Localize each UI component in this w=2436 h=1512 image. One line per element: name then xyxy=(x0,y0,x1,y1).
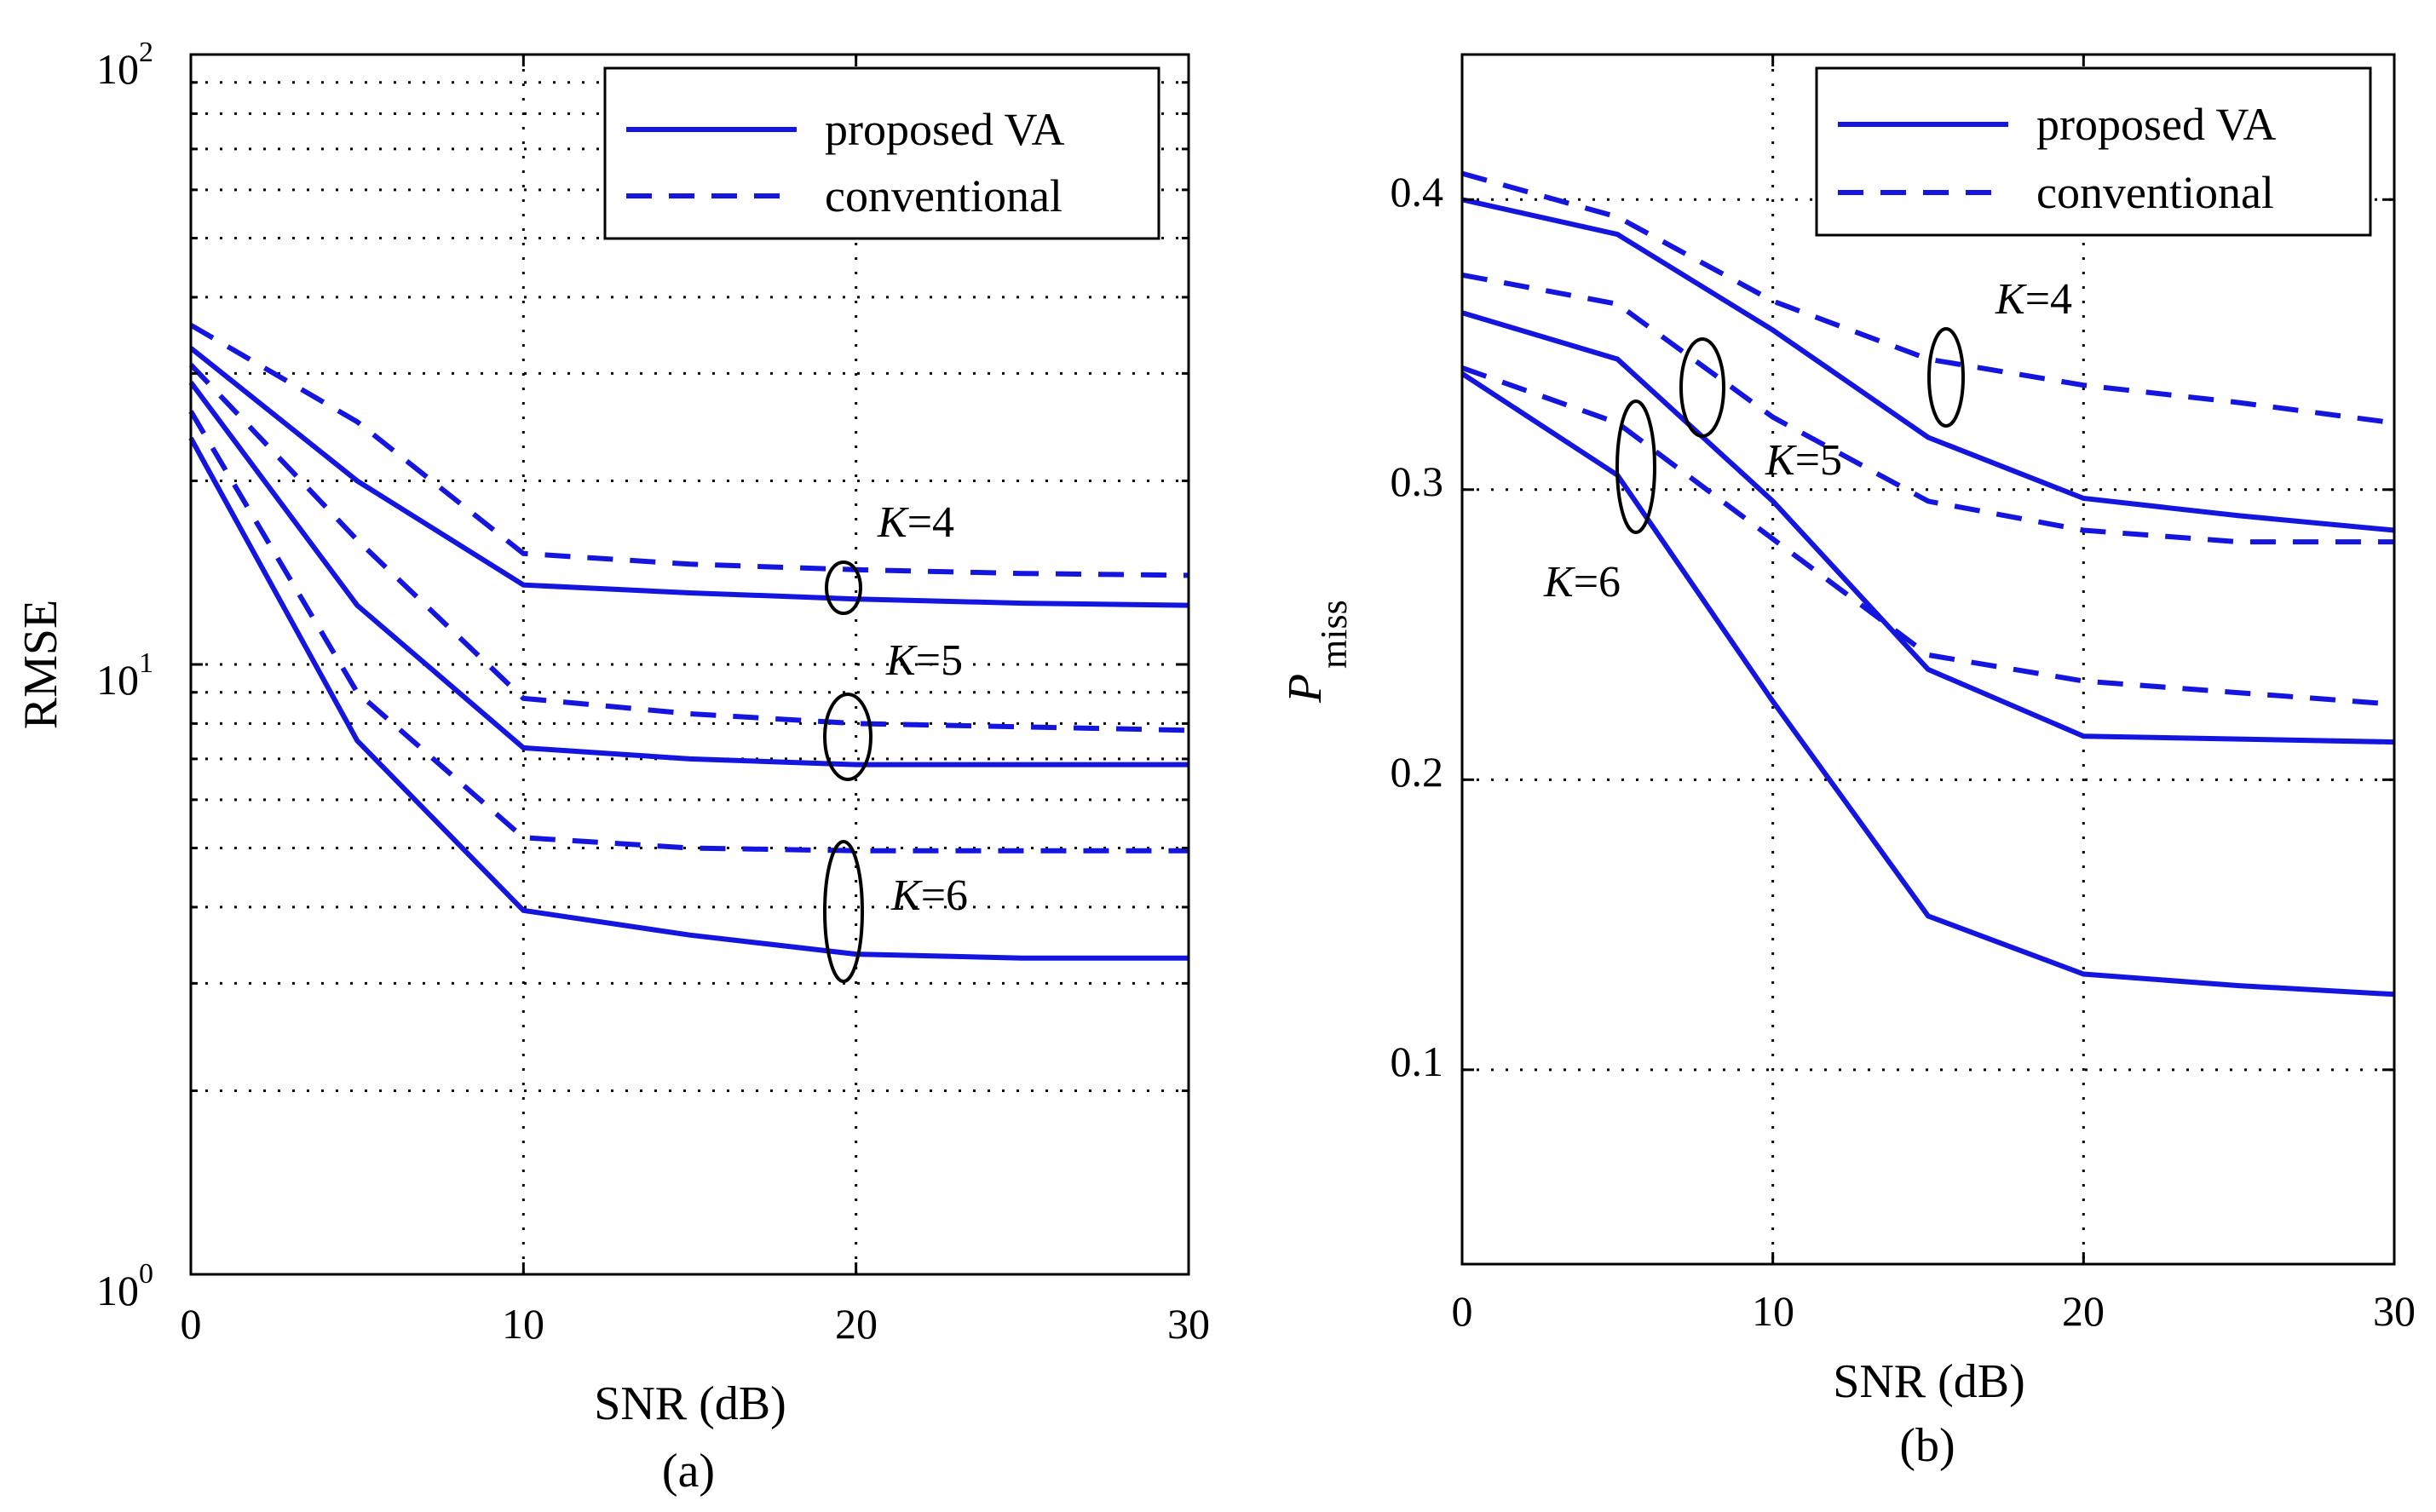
panel-b-caption: (b) xyxy=(1899,1419,1955,1472)
panel-a-annotation-value: =5 xyxy=(916,636,963,685)
panel-a-series-line-1 xyxy=(189,346,1189,608)
panel-b-y-tick-label: 0.3 xyxy=(1391,457,1444,505)
panel-b-x-tick-label: 0 xyxy=(1452,1287,1473,1335)
panel-b-tick-marks xyxy=(1460,55,2396,1264)
panel-b-annotation-value: =6 xyxy=(1574,558,1621,607)
panel-a-series-line-6 xyxy=(188,410,1189,854)
panel-a-annotation-k: K xyxy=(877,498,909,547)
panel-b-group-ellipse-k6 xyxy=(1615,400,1656,534)
panel-b-annotation-value: =4 xyxy=(2025,275,2072,324)
panel-a-y-tick-exponent: 0 xyxy=(139,1258,153,1290)
panel-a-y-axis-label: RMSE xyxy=(14,600,67,730)
panel-a-y-tick-base: 10 xyxy=(96,1267,139,1314)
panel-a-y-tick-label: 101 xyxy=(96,647,153,704)
panel-b-annotation-k6: K=6 xyxy=(1543,558,1621,607)
panel-b-annotation-k: K xyxy=(1995,275,2027,324)
panel-b-y-tick-label: 0.4 xyxy=(1391,168,1444,216)
panel-a-legend-box xyxy=(603,66,1160,240)
panel-a-y-tick-base: 10 xyxy=(96,656,139,704)
panel-a-legend-label-proposed: proposed VA xyxy=(825,104,1065,155)
panel-a-tick-marks xyxy=(189,53,1190,1276)
panel-b-x-tick-label: 20 xyxy=(2062,1287,2105,1335)
panel-b-y-tick-label: 0.1 xyxy=(1391,1038,1444,1085)
panel-b-legend-label-proposed: proposed VA xyxy=(2036,99,2277,150)
panel-a-y-tick-exponent: 1 xyxy=(139,647,153,679)
panel-a-grid xyxy=(191,55,1189,1274)
panel-a-x-axis-label: SNR (dB) xyxy=(594,1377,786,1430)
panel-a-x-tick-label: 0 xyxy=(181,1300,202,1348)
panel-b-annotation-k4: K=4 xyxy=(1995,275,2072,324)
panel-a-x-tick-label: 10 xyxy=(502,1300,544,1348)
panel-b-legend: proposed VA conventional xyxy=(1815,66,2372,237)
panel-b-legend-box xyxy=(1815,66,2372,237)
panel-a-y-tick-exponent: 2 xyxy=(139,37,153,68)
panel-a-x-tick-label: 30 xyxy=(1167,1300,1210,1348)
panel-b-series-line-3 xyxy=(1461,310,2395,745)
panel-a-group-ellipse-k5 xyxy=(823,693,872,781)
panel-b-y-axis-label: P miss xyxy=(1279,600,1355,704)
panel-a-y-tick-label: 102 xyxy=(96,37,153,93)
panel-b-x-tick-label: 30 xyxy=(2373,1287,2416,1335)
panel-b-group-ellipse-k5 xyxy=(1679,337,1725,438)
panel-b-x-axis-label: SNR (dB) xyxy=(1833,1355,2025,1408)
panel-a-series xyxy=(188,323,1189,961)
panel-b-plot-frame xyxy=(1460,53,2396,1266)
panel-a-legend-label-conventional: conventional xyxy=(825,170,1063,221)
panel-b-series-line-2 xyxy=(1461,170,2395,426)
panel-a: 0 10 20 30 100 101 102 SNR (dB) (a) RMSE… xyxy=(14,37,1210,1498)
panel-b-annotation-k: K xyxy=(1765,436,1797,485)
panel-a-annotation-k5: K=5 xyxy=(885,636,963,685)
panel-a-group-ellipse-k6 xyxy=(823,840,864,983)
panel-a-caption: (a) xyxy=(662,1445,715,1498)
panel-b-y-tick-label: 0.2 xyxy=(1391,748,1444,796)
panel-a-annotation-k: K xyxy=(890,871,923,920)
panel-a-y-tick-label: 100 xyxy=(96,1258,153,1314)
panel-a-y-tick-base: 10 xyxy=(96,45,139,93)
panel-b-group-ellipse-k4 xyxy=(1927,327,1965,428)
panel-a-group-ellipse-k4 xyxy=(825,561,862,615)
panel-b-legend-label-conventional: conventional xyxy=(2036,167,2274,218)
panel-a-x-tick-label: 20 xyxy=(835,1300,878,1348)
panel-a-annotation-value: =6 xyxy=(921,871,968,920)
panel-b: 0 10 20 30 0.1 0.2 0.3 0.4 SNR (dB) (b) … xyxy=(1279,53,2416,1472)
panel-b-series-line-1 xyxy=(1461,197,2395,533)
panel-a-series-line-3 xyxy=(188,381,1189,767)
panel-b-y-axis-label-main: P xyxy=(1279,674,1332,704)
panel-a-annotation-value: =4 xyxy=(907,498,954,547)
panel-b-x-tick-label: 10 xyxy=(1752,1287,1794,1335)
panel-b-series-line-6 xyxy=(1460,365,2395,707)
panel-a-annotation-k6: K=6 xyxy=(890,871,968,920)
panel-b-annotation-k: K xyxy=(1543,558,1575,607)
panel-b-series-line-4 xyxy=(1461,272,2394,545)
panel-b-annotation-value: =5 xyxy=(1795,436,1842,485)
panel-b-annotation-k5: K=5 xyxy=(1765,436,1842,485)
panel-a-annotation-k4: K=4 xyxy=(877,498,954,547)
panel-a-annotation-k: K xyxy=(885,636,918,685)
panel-a-series-line-2 xyxy=(189,323,1189,578)
panel-a-series-line-5 xyxy=(188,436,1189,961)
panel-a-legend: proposed VA conventional xyxy=(603,66,1160,240)
panel-b-y-axis-label-subscript: miss xyxy=(1313,600,1355,669)
